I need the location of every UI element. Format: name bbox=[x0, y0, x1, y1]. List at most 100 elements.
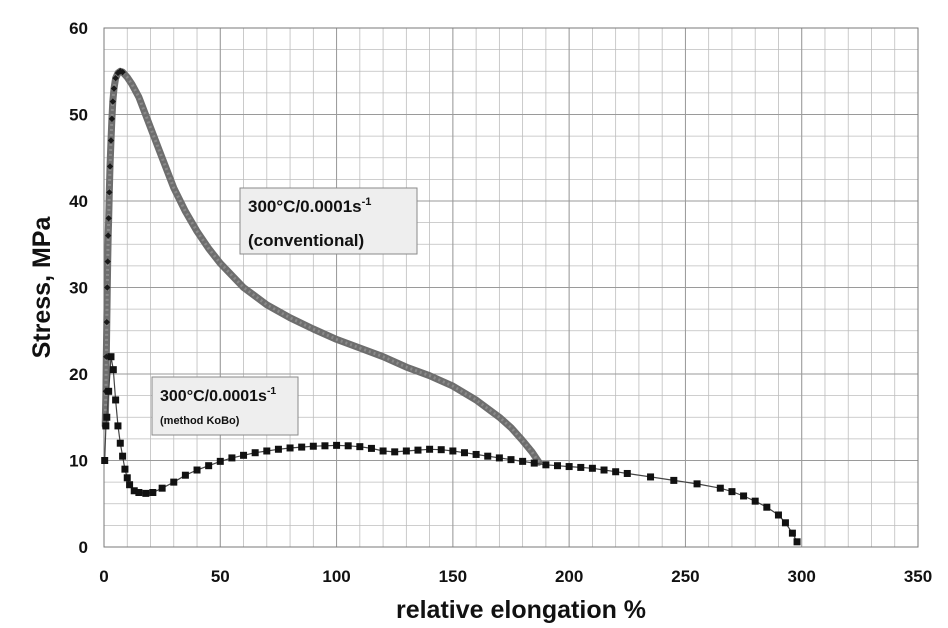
kobo-point bbox=[554, 462, 562, 470]
kobo-point bbox=[763, 503, 771, 511]
kobo-point bbox=[309, 442, 317, 450]
kobo-point bbox=[426, 445, 434, 453]
kobo-point bbox=[600, 466, 608, 474]
kobo-point bbox=[414, 446, 422, 454]
annotation-conventional: 300°C/0.0001s-1 (conventional) bbox=[239, 187, 418, 255]
kobo-point bbox=[344, 442, 352, 450]
kobo-point bbox=[333, 441, 341, 449]
kobo-point bbox=[251, 449, 259, 457]
kobo-point bbox=[149, 489, 157, 497]
kobo-point bbox=[740, 492, 748, 500]
annotation-condition-text: 300°C/0.0001s-1 bbox=[160, 386, 276, 405]
kobo-point bbox=[670, 476, 678, 484]
kobo-point bbox=[142, 489, 150, 497]
kobo-point bbox=[472, 450, 480, 458]
conventional-point bbox=[104, 284, 111, 291]
conventional-point bbox=[105, 215, 112, 222]
x-tick-label: 50 bbox=[211, 567, 230, 586]
kobo-point bbox=[484, 452, 492, 460]
conventional-point bbox=[119, 68, 126, 76]
x-axis-tick-labels: 0 50 100 150 200 250 300 350 bbox=[99, 567, 932, 586]
kobo-point bbox=[109, 366, 117, 374]
conventional-point bbox=[109, 98, 117, 105]
kobo-point bbox=[126, 481, 134, 489]
kobo-point bbox=[298, 443, 306, 451]
conventional-point bbox=[106, 189, 113, 196]
kobo-point bbox=[507, 456, 515, 464]
x-axis-label: relative elongation % bbox=[396, 596, 646, 623]
conventional-point bbox=[108, 115, 116, 123]
annotation-box bbox=[151, 376, 299, 436]
kobo-point bbox=[228, 454, 236, 462]
x-tick-label: 150 bbox=[439, 567, 467, 586]
kobo-point bbox=[135, 489, 143, 497]
kobo-point bbox=[728, 488, 736, 496]
y-tick-label: 40 bbox=[69, 192, 88, 211]
kobo-point bbox=[101, 457, 109, 464]
kobo-point bbox=[356, 443, 364, 451]
conventional-point bbox=[112, 74, 119, 82]
x-tick-label: 100 bbox=[322, 567, 350, 586]
kobo-point bbox=[193, 466, 201, 474]
kobo-point bbox=[263, 447, 271, 455]
kobo-point bbox=[460, 449, 468, 457]
kobo-point bbox=[577, 463, 585, 471]
kobo-point bbox=[123, 474, 131, 482]
kobo-point bbox=[788, 529, 796, 537]
kobo-point bbox=[623, 469, 631, 477]
annotation-method-text: (method KoBo) bbox=[160, 415, 240, 427]
kobo-point bbox=[112, 396, 120, 404]
kobo-point bbox=[716, 484, 724, 492]
x-tick-label: 300 bbox=[788, 567, 816, 586]
kobo-point bbox=[379, 447, 387, 455]
x-tick-label: 250 bbox=[671, 567, 699, 586]
kobo-point bbox=[542, 461, 550, 469]
y-tick-label: 50 bbox=[69, 106, 88, 125]
kobo-point bbox=[114, 422, 122, 430]
y-tick-label: 60 bbox=[69, 19, 88, 38]
y-tick-label: 0 bbox=[79, 538, 88, 557]
annotation-layer: 300°C/0.0001s-1(conventional)300°C/0.000… bbox=[151, 187, 418, 436]
kobo-point bbox=[647, 473, 655, 481]
annotation-method-text: (conventional) bbox=[248, 231, 364, 250]
annotation-exponent: -1 bbox=[267, 386, 276, 397]
major-grid bbox=[103, 27, 919, 548]
conventional-point bbox=[107, 137, 115, 144]
kobo-point bbox=[495, 454, 503, 462]
x-tick-label: 350 bbox=[904, 567, 932, 586]
conventional-point bbox=[114, 69, 122, 77]
kobo-point bbox=[437, 446, 445, 454]
kobo-point bbox=[793, 538, 801, 546]
kobo-point bbox=[116, 439, 124, 447]
conventional-point bbox=[104, 258, 111, 265]
y-tick-label: 30 bbox=[69, 279, 88, 298]
kobo-point bbox=[693, 480, 701, 488]
kobo-point bbox=[367, 444, 375, 452]
kobo-point bbox=[588, 464, 596, 472]
kobo-point bbox=[286, 444, 294, 452]
kobo-point bbox=[181, 471, 189, 479]
conventional-point bbox=[104, 232, 112, 239]
kobo-point bbox=[449, 447, 457, 455]
kobo-point bbox=[158, 484, 166, 492]
kobo-point bbox=[530, 459, 538, 467]
y-axis-label: Stress, MPa bbox=[28, 216, 56, 359]
annotation-box bbox=[239, 187, 418, 255]
kobo-point bbox=[205, 462, 213, 470]
conventional-point bbox=[110, 85, 118, 92]
annotation-kobo: 300°C/0.0001s-1 (method KoBo) bbox=[151, 376, 299, 436]
kobo-point bbox=[170, 478, 178, 486]
kobo-point bbox=[565, 463, 573, 471]
kobo-point bbox=[119, 452, 127, 460]
kobo-point bbox=[240, 451, 248, 459]
kobo-point bbox=[107, 353, 115, 361]
kobo-point bbox=[216, 457, 224, 465]
series-conventional-texture bbox=[103, 69, 541, 464]
annotation-condition-text: 300°C/0.0001s-1 bbox=[248, 196, 371, 216]
y-tick-label: 20 bbox=[69, 365, 88, 384]
kobo-point bbox=[774, 511, 782, 519]
kobo-point bbox=[121, 465, 129, 473]
x-tick-label: 0 bbox=[99, 567, 108, 586]
